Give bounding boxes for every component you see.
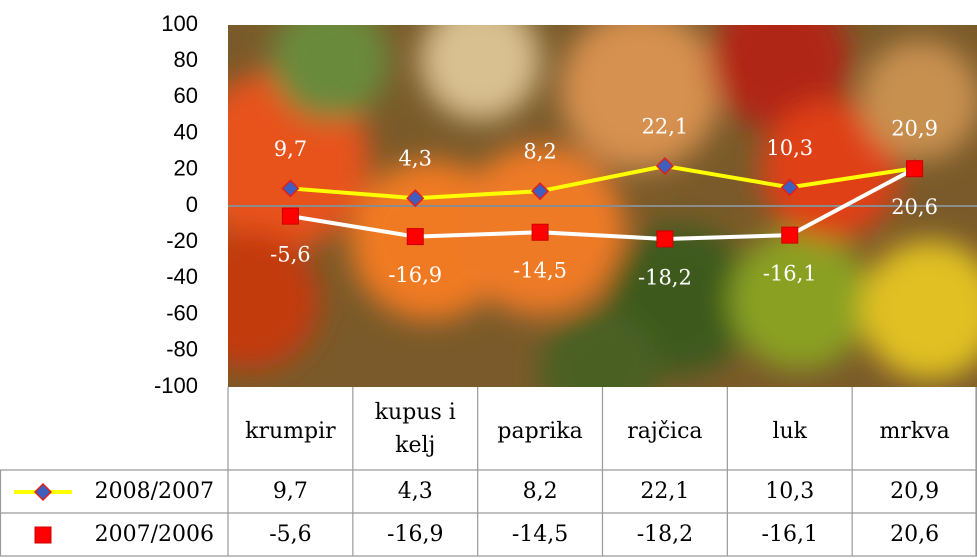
y-tick-label: 100 <box>161 11 198 36</box>
data-label: 20,6 <box>891 195 938 219</box>
point-marker <box>780 178 799 197</box>
series-line <box>290 163 915 201</box>
legend-label: 2008/2007 <box>95 479 214 504</box>
y-tick-label: -20 <box>166 228 198 253</box>
category-label: kupus i kelj <box>375 400 456 458</box>
point-marker <box>781 226 799 244</box>
plot-background <box>228 25 977 387</box>
y-tick-label: 40 <box>174 119 198 144</box>
y-tick-label: -80 <box>166 337 198 362</box>
data-label: -5,6 <box>270 243 311 267</box>
table-cell: -16,1 <box>762 522 818 547</box>
point-marker <box>406 228 424 246</box>
point-marker <box>531 223 549 241</box>
table-cell: 20,9 <box>890 479 939 504</box>
point-marker <box>655 156 674 176</box>
table-cell: 4,3 <box>398 479 433 504</box>
legend-marker <box>34 526 52 544</box>
data-label: 22,1 <box>642 114 689 138</box>
category-label: rajčica <box>627 419 702 444</box>
table-cell: 9,7 <box>273 479 308 504</box>
data-label: 8,2 <box>523 140 556 164</box>
data-table: krumpir kupus i kelj paprika rajčica luk mrkva… <box>0 387 977 557</box>
data-label: -14,5 <box>513 259 567 283</box>
table-cell: -16,9 <box>387 522 443 547</box>
y-tick-label: -100 <box>154 373 198 398</box>
data-label: 9,7 <box>274 137 307 161</box>
point-marker <box>281 207 299 225</box>
table-cell: 22,1 <box>640 479 689 504</box>
data-label: -16,1 <box>763 262 817 286</box>
table-cell: -14,5 <box>512 522 568 547</box>
legend-marker <box>33 482 53 502</box>
category-label: krumpir <box>245 419 336 444</box>
legend-label: 2007/2006 <box>95 522 214 547</box>
y-tick-label: 20 <box>174 156 198 181</box>
table-cell: 20,6 <box>890 522 939 547</box>
point-marker <box>531 182 550 201</box>
table-cell: -18,2 <box>637 522 693 547</box>
data-label: 4,3 <box>399 147 432 171</box>
point-marker <box>656 230 674 248</box>
point-marker <box>406 189 425 208</box>
data-label: -18,2 <box>638 265 692 289</box>
series-line <box>290 166 916 241</box>
category-label: mrkva <box>879 419 949 444</box>
table-cell: 10,3 <box>765 479 814 504</box>
y-tick-label: 60 <box>174 83 198 108</box>
y-tick-label: -60 <box>166 300 198 325</box>
data-label: 10,3 <box>766 136 813 160</box>
category-label: luk <box>772 419 807 444</box>
y-tick-label: 80 <box>174 47 198 72</box>
y-tick-label: 0 <box>186 192 198 217</box>
point-marker <box>906 160 924 178</box>
data-label: 20,9 <box>891 117 938 141</box>
y-tick-label: -40 <box>166 264 198 289</box>
category-label: paprika <box>497 419 582 444</box>
data-label: -16,9 <box>388 263 442 287</box>
table-cell: -5,6 <box>269 522 311 547</box>
point-marker <box>281 179 300 198</box>
table-cell: 8,2 <box>523 479 558 504</box>
